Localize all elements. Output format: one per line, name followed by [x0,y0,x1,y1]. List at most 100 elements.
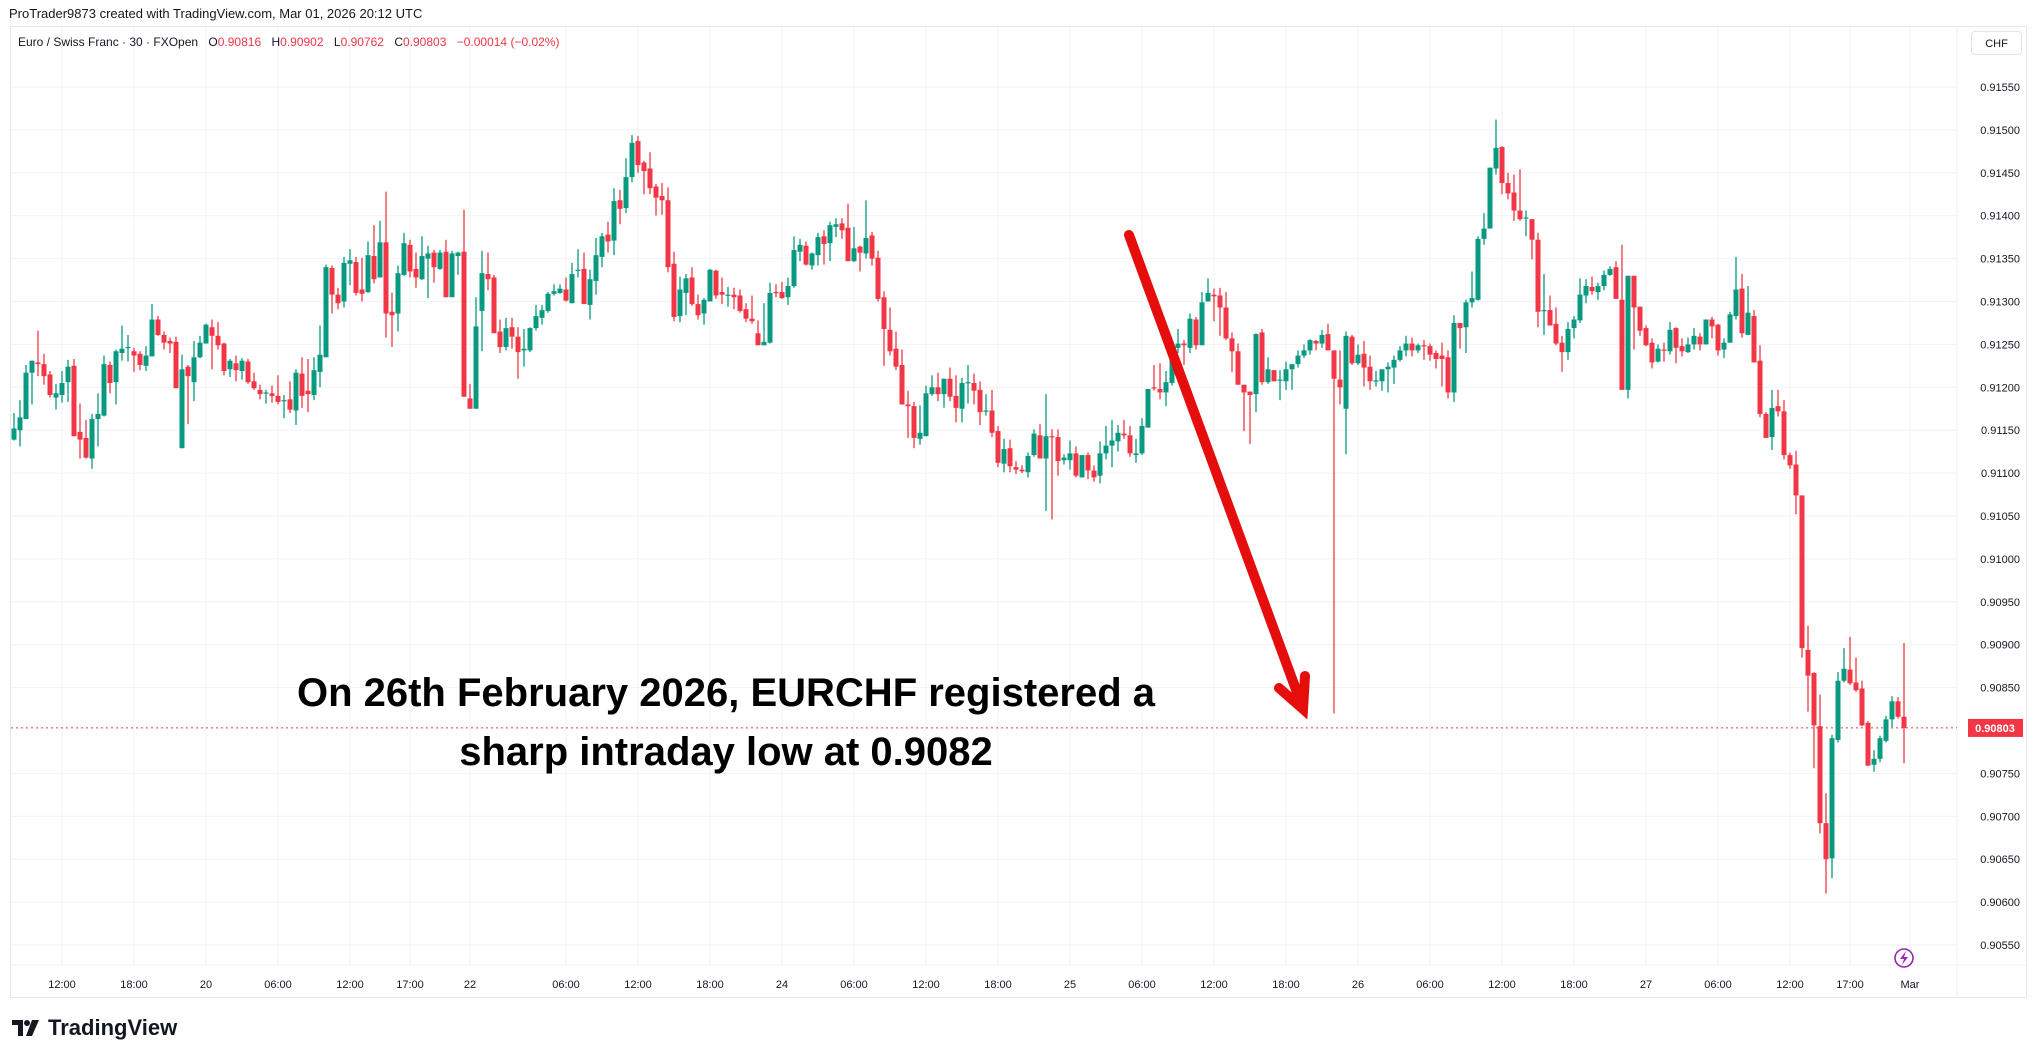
time-tick-label: 06:00 [1416,979,1444,991]
candle-body [311,370,317,396]
price-tick-label: 0.91400 [1980,211,2020,223]
candle-body [221,343,227,371]
candle-body [1463,302,1469,328]
candle-up [575,249,581,278]
symbol-legend[interactable]: Euro / Swiss Franc · 30 · FXOpen O0.9081… [18,35,559,49]
candle-up [725,286,731,307]
candle-down [1121,419,1127,439]
candle-body [347,260,353,264]
price-tick-label: 0.90550 [1980,940,2020,952]
candle-up [1079,455,1085,478]
candle-down [1775,389,1781,417]
candle-body [551,291,557,294]
candle-body [983,410,989,412]
candle-up [1493,119,1499,175]
candle-down [899,349,905,405]
candle-body [53,393,59,398]
candle-body [473,326,479,409]
candle-body [227,360,233,370]
candle-body [341,262,347,302]
candle-up [341,256,347,308]
candle-body [947,378,953,397]
candle-up [125,334,131,362]
candle-body [1295,355,1301,365]
candle-up [1097,441,1103,484]
candle-up [983,394,989,416]
tradingview-logo-icon [12,1020,39,1036]
candle-body [1901,716,1907,728]
candle-body [869,235,875,259]
candle-up [1883,715,1889,743]
candle-body [401,243,407,275]
candle-up [629,135,635,183]
time-tick-label: 17:00 [396,979,424,991]
candle-up [1721,338,1727,359]
tradingview-logo[interactable]: TradingView [12,1015,177,1041]
price-tick-label: 0.90650 [1980,854,2020,866]
candle-body [695,304,701,316]
candle-up [1889,696,1895,728]
time-axis[interactable]: 12:00 18:00 20 06:00 12:00 17:00 22 06:00 12:00 1… [48,979,1920,991]
currency-button[interactable]: CHF [1971,31,2022,55]
candle-up [1103,425,1109,460]
candle-down [71,358,77,437]
candle-body [647,168,653,189]
candle-up [203,323,209,344]
price-axis[interactable]: 0.91550 0.91500 0.91450 0.91400 0.91350 0.913… [1980,82,2020,952]
candle-body [527,328,533,351]
candle-up [119,325,125,361]
candle-body [1691,335,1697,345]
candle-down [653,183,659,216]
time-tick-label: 12:00 [48,979,76,991]
candle-down [893,331,899,371]
candle-body [923,393,929,437]
candle-body [1271,370,1277,382]
candle-up [1601,270,1607,291]
low-value: 0.90762 [340,35,384,49]
candle-body [1553,323,1559,344]
candle-body [1547,310,1553,326]
candle-up [929,375,935,396]
time-tick-label: 25 [1064,979,1076,991]
candle-body [1433,352,1439,359]
candle-down [221,342,227,376]
candle-body [581,268,587,305]
price-tick-label: 0.90950 [1980,597,2020,609]
candle-body [479,273,485,311]
candle-up [143,346,149,371]
candle-down [491,274,497,334]
candle-up [1355,344,1361,365]
candle-down [245,358,251,384]
candle-body [449,253,455,298]
candle-down [167,337,173,353]
candle-body [1739,288,1745,334]
candle-body [1091,470,1097,478]
candle-down [647,152,653,195]
candle-body [953,395,959,408]
candle-body [1421,345,1427,347]
candle-body [689,277,695,305]
open-value: 0.90816 [217,35,262,49]
price-tick-label: 0.91250 [1980,339,2020,351]
candle-up [1295,350,1301,368]
candle-body [233,363,239,371]
candle-body [263,392,269,394]
time-tick-label: 24 [776,979,788,991]
price-tick-label: 0.91300 [1980,297,2020,309]
close-value: 0.90803 [402,35,447,49]
candle-body [329,268,335,295]
lightning-icon[interactable] [1894,948,1914,968]
candle-up [1133,438,1139,463]
candle-up [521,328,527,367]
time-tick-label: 06:00 [552,979,580,991]
candle-body [887,329,893,352]
candle-body [191,357,197,383]
time-tick-label: 22 [464,979,476,991]
candle-body [455,252,461,257]
candle-body [461,251,467,397]
candle-down [1223,292,1229,341]
time-tick-label: 18:00 [1272,979,1300,991]
candle-up [785,277,791,305]
candle-body [497,331,503,347]
